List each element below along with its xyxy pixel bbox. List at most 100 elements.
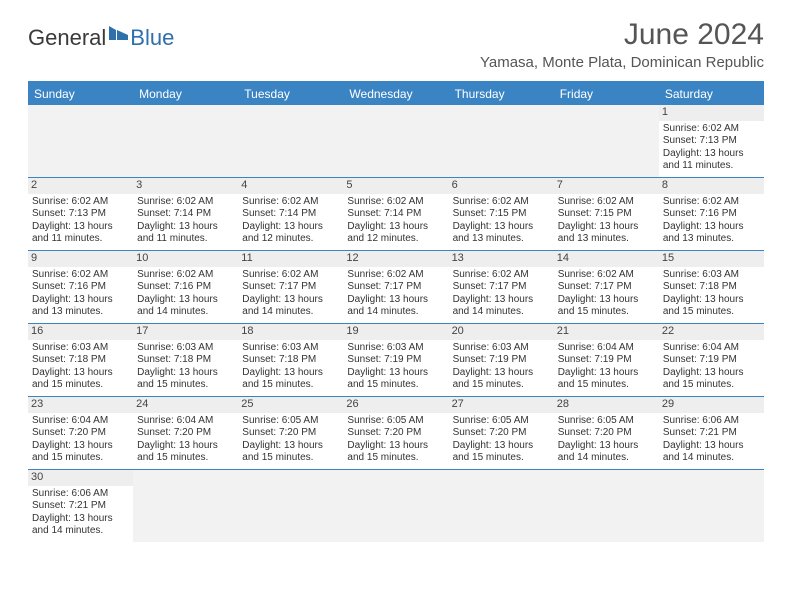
- day-dl2: and 15 minutes.: [558, 306, 655, 319]
- day-sunset: Sunset: 7:14 PM: [242, 208, 339, 221]
- day-dl2: and 15 minutes.: [242, 379, 339, 392]
- day-sunrise: Sunrise: 6:03 AM: [347, 342, 444, 355]
- day-cell: 26Sunrise: 6:05 AMSunset: 7:20 PMDayligh…: [343, 397, 448, 469]
- day-cell: [554, 470, 659, 542]
- day-dl1: Daylight: 13 hours: [347, 294, 444, 307]
- day-dl1: Daylight: 13 hours: [32, 367, 129, 380]
- day-dl2: and 15 minutes.: [453, 379, 550, 392]
- day-dl2: and 14 minutes.: [558, 452, 655, 465]
- day-sunrise: Sunrise: 6:05 AM: [558, 415, 655, 428]
- day-dl2: and 14 minutes.: [137, 306, 234, 319]
- day-cell: 19Sunrise: 6:03 AMSunset: 7:19 PMDayligh…: [343, 324, 448, 396]
- day-cell: 14 Sunrise: 6:02 AMSunset: 7:17 PMDayligh…: [554, 251, 659, 323]
- day-number: 12: [343, 251, 448, 267]
- week-row: 30Sunrise: 6:06 AMSunset: 7:21 PMDayligh…: [28, 470, 764, 542]
- day-sunrise: Sunrise: 6:02 AM: [453, 196, 550, 209]
- day-number: 17: [133, 324, 238, 340]
- day-cell: [554, 105, 659, 177]
- day-dl1: Daylight: 13 hours: [137, 367, 234, 380]
- day-dl1: Daylight: 13 hours: [453, 294, 550, 307]
- day-sunset: Sunset: 7:15 PM: [558, 208, 655, 221]
- day-number: 18: [238, 324, 343, 340]
- day-number: 8: [659, 178, 764, 194]
- day-sunrise: Sunrise: 6:04 AM: [32, 415, 129, 428]
- week-row: 16Sunrise: 6:03 AMSunset: 7:18 PMDayligh…: [28, 324, 764, 397]
- week-row: 2Sunrise: 6:02 AMSunset: 7:13 PMDaylight…: [28, 178, 764, 251]
- day-dl1: Daylight: 13 hours: [242, 294, 339, 307]
- day-dl2: and 11 minutes.: [663, 160, 760, 173]
- weekday-header: Saturday: [659, 83, 764, 105]
- day-dl2: and 13 minutes.: [558, 233, 655, 246]
- day-cell: 5Sunrise: 6:02 AMSunset: 7:14 PMDaylight…: [343, 178, 448, 250]
- week-row: 23Sunrise: 6:04 AMSunset: 7:20 PMDayligh…: [28, 397, 764, 470]
- header: General Blue June 2024 Yamasa, Monte Pla…: [28, 18, 764, 71]
- day-dl2: and 15 minutes.: [242, 452, 339, 465]
- day-cell: 13Sunrise: 6:02 AMSunset: 7:17 PMDayligh…: [449, 251, 554, 323]
- day-cell: 23Sunrise: 6:04 AMSunset: 7:20 PMDayligh…: [28, 397, 133, 469]
- day-number: 7: [554, 178, 659, 194]
- day-dl2: and 11 minutes.: [32, 233, 129, 246]
- day-sunrise: Sunrise: 6:02 AM: [558, 269, 655, 282]
- day-number: 5: [343, 178, 448, 194]
- day-number: 14: [554, 251, 659, 267]
- day-cell: 22Sunrise: 6:04 AMSunset: 7:19 PMDayligh…: [659, 324, 764, 396]
- day-cell: [449, 470, 554, 542]
- day-dl2: and 13 minutes.: [32, 306, 129, 319]
- flag-icon: [108, 24, 130, 47]
- calendar: SundayMondayTuesdayWednesdayThursdayFrid…: [28, 81, 764, 542]
- day-number: 19: [343, 324, 448, 340]
- day-dl1: Daylight: 13 hours: [32, 440, 129, 453]
- day-cell: 18Sunrise: 6:03 AMSunset: 7:18 PMDayligh…: [238, 324, 343, 396]
- day-sunrise: Sunrise: 6:02 AM: [32, 269, 129, 282]
- day-cell: [238, 105, 343, 177]
- day-dl1: Daylight: 13 hours: [558, 440, 655, 453]
- day-cell: 10Sunrise: 6:02 AMSunset: 7:16 PMDayligh…: [133, 251, 238, 323]
- day-sunset: Sunset: 7:20 PM: [242, 427, 339, 440]
- day-cell: 12Sunrise: 6:02 AMSunset: 7:17 PMDayligh…: [343, 251, 448, 323]
- day-sunset: Sunset: 7:19 PM: [453, 354, 550, 367]
- day-dl2: and 15 minutes.: [32, 379, 129, 392]
- day-sunset: Sunset: 7:17 PM: [558, 281, 655, 294]
- day-sunrise: Sunrise: 6:02 AM: [558, 196, 655, 209]
- day-dl1: Daylight: 13 hours: [663, 221, 760, 234]
- day-cell: [659, 470, 764, 542]
- day-cell: 17Sunrise: 6:03 AMSunset: 7:18 PMDayligh…: [133, 324, 238, 396]
- day-number: 29: [659, 397, 764, 413]
- day-number: 28: [554, 397, 659, 413]
- logo-text-blue: Blue: [130, 25, 174, 51]
- day-sunset: Sunset: 7:20 PM: [32, 427, 129, 440]
- day-dl2: and 14 minutes.: [453, 306, 550, 319]
- day-dl2: and 15 minutes.: [347, 452, 444, 465]
- day-dl1: Daylight: 13 hours: [558, 294, 655, 307]
- day-dl2: and 12 minutes.: [242, 233, 339, 246]
- day-sunset: Sunset: 7:21 PM: [663, 427, 760, 440]
- week-row: 1Sunrise: 6:02 AMSunset: 7:13 PMDaylight…: [28, 105, 764, 178]
- day-dl2: and 11 minutes.: [137, 233, 234, 246]
- day-cell: [343, 105, 448, 177]
- day-cell: [238, 470, 343, 542]
- day-cell: 8Sunrise: 6:02 AMSunset: 7:16 PMDaylight…: [659, 178, 764, 250]
- day-sunset: Sunset: 7:19 PM: [663, 354, 760, 367]
- day-number: 16: [28, 324, 133, 340]
- day-sunset: Sunset: 7:19 PM: [347, 354, 444, 367]
- day-number: 25: [238, 397, 343, 413]
- day-sunset: Sunset: 7:20 PM: [558, 427, 655, 440]
- day-sunrise: Sunrise: 6:03 AM: [663, 269, 760, 282]
- day-number: 10: [133, 251, 238, 267]
- day-number: 22: [659, 324, 764, 340]
- day-cell: 30Sunrise: 6:06 AMSunset: 7:21 PMDayligh…: [28, 470, 133, 542]
- day-sunset: Sunset: 7:20 PM: [453, 427, 550, 440]
- day-dl1: Daylight: 13 hours: [453, 367, 550, 380]
- weekday-row: SundayMondayTuesdayWednesdayThursdayFrid…: [28, 83, 764, 105]
- day-dl1: Daylight: 13 hours: [347, 221, 444, 234]
- logo: General Blue: [28, 24, 174, 51]
- day-dl1: Daylight: 13 hours: [32, 513, 129, 526]
- day-cell: [133, 105, 238, 177]
- day-dl2: and 14 minutes.: [32, 525, 129, 538]
- day-dl1: Daylight: 13 hours: [32, 294, 129, 307]
- day-dl1: Daylight: 13 hours: [453, 440, 550, 453]
- day-dl2: and 15 minutes.: [558, 379, 655, 392]
- day-dl2: and 15 minutes.: [347, 379, 444, 392]
- day-dl2: and 15 minutes.: [137, 452, 234, 465]
- day-cell: 1Sunrise: 6:02 AMSunset: 7:13 PMDaylight…: [659, 105, 764, 177]
